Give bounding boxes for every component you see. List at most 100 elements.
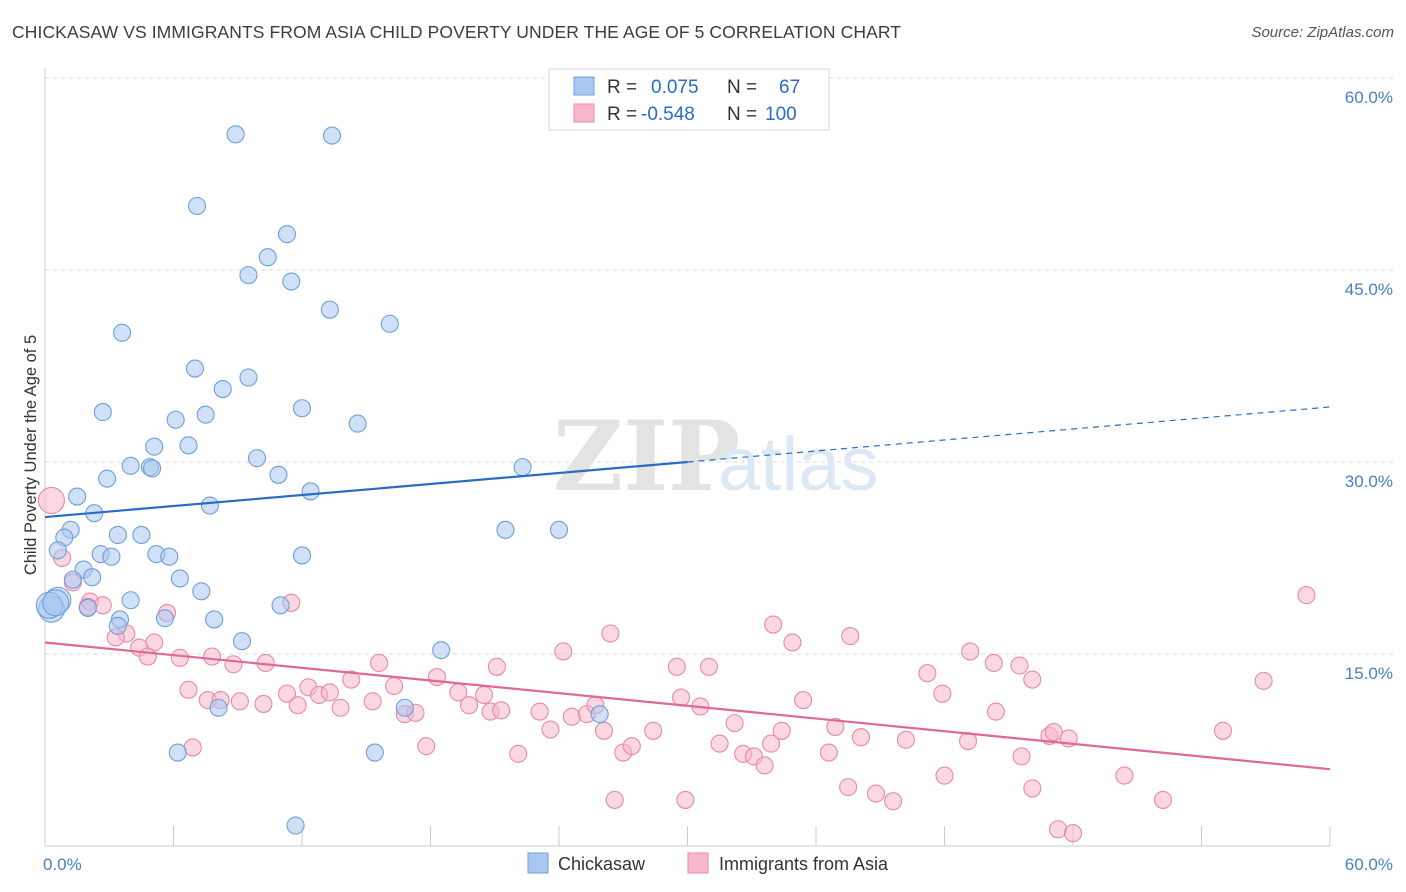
chickasaw-point	[590, 705, 609, 724]
chickasaw-point	[170, 569, 189, 588]
asia-point	[1115, 766, 1134, 785]
asia-point	[772, 721, 791, 740]
chickasaw-point	[282, 272, 301, 291]
chickasaw-point	[179, 436, 198, 455]
asia-point	[961, 642, 980, 661]
chickasaw-point	[78, 598, 97, 617]
asia-point	[1153, 790, 1172, 809]
series-legend: Chickasaw Immigrants from Asia	[527, 852, 889, 874]
axes	[44, 68, 1331, 847]
chickasaw-point	[196, 405, 215, 424]
asia-point	[896, 730, 916, 749]
asia-point	[254, 694, 273, 713]
asia-point	[866, 784, 886, 803]
chickasaw-point	[292, 399, 312, 418]
asia-point	[761, 734, 781, 753]
asia-point	[474, 685, 494, 705]
asia-point	[794, 691, 813, 710]
chickasaw-point	[63, 570, 82, 589]
asia-point	[224, 655, 243, 674]
legend-r-label-2: R =	[607, 104, 637, 125]
asia-point	[37, 486, 65, 514]
asia-point	[427, 667, 446, 687]
chickasaw-point	[121, 456, 140, 475]
chickasaw-point	[108, 525, 127, 545]
asia-point	[933, 684, 952, 703]
chickasaw-point	[226, 125, 245, 144]
asia-point	[667, 657, 686, 676]
legend-swatch-chickasaw	[573, 76, 595, 96]
asia-point	[841, 627, 860, 646]
chickasaw-point	[271, 596, 290, 615]
legend-n-label-1: N =	[727, 77, 757, 98]
chickasaw-point	[247, 449, 267, 468]
chickasaw-point	[113, 323, 132, 342]
chickasaw-point	[102, 547, 121, 566]
chickasaw-point	[432, 641, 451, 660]
asia-point	[1012, 747, 1031, 766]
chickasaw-point	[48, 541, 67, 560]
bottom-legend-swatch-asia	[687, 852, 709, 874]
asia-point	[562, 707, 581, 726]
chickasaw-point	[292, 546, 312, 565]
chickasaw-point	[188, 196, 207, 216]
chickasaw-point	[160, 547, 179, 566]
bottom-legend-label-chickasaw: Chickasaw	[558, 854, 646, 874]
asia-point	[783, 633, 802, 652]
asia-point	[331, 698, 350, 717]
legend-r-label-1: R =	[607, 77, 637, 98]
asia-point	[1063, 824, 1083, 843]
asia-point	[826, 717, 845, 737]
asia-point	[170, 648, 189, 667]
chickasaw-point	[320, 300, 339, 319]
chickasaw-point	[121, 591, 140, 610]
x-tick-label-min: 0.0%	[43, 855, 82, 874]
chickasaw-point	[200, 496, 219, 515]
asia-point	[984, 653, 1003, 673]
asia-point	[183, 738, 202, 757]
asia-point	[1044, 723, 1063, 742]
chickasaw-point	[348, 414, 367, 433]
asia-point	[230, 692, 249, 711]
asia-point	[755, 756, 774, 775]
legend-n-value-1: 67	[779, 77, 800, 98]
asia-point	[288, 696, 307, 715]
asia-point	[986, 702, 1005, 721]
chickasaw-point	[185, 359, 204, 378]
asia-point	[935, 766, 954, 785]
legend-r-value-1: 0.075	[651, 77, 699, 98]
asia-point	[839, 778, 858, 797]
chickasaw-point	[205, 610, 224, 629]
asia-point	[676, 790, 695, 809]
chickasaw-point	[513, 458, 532, 477]
asia-point	[1213, 721, 1232, 740]
source-note: Source: ZipAtlas.com	[1251, 24, 1394, 41]
watermark-zip: ZIP	[553, 400, 740, 513]
asia-point	[417, 737, 436, 756]
asia-point	[203, 647, 222, 666]
asia-point	[487, 657, 506, 676]
chickasaw-point	[549, 520, 569, 539]
chickasaw-point	[496, 520, 515, 539]
watermark: ZIP atlas	[553, 400, 879, 513]
chickasaw-point	[98, 469, 117, 488]
bottom-legend-label-asia: Immigrants from Asia	[719, 854, 889, 874]
series-chickasaw	[35, 125, 609, 835]
asia-point	[138, 647, 157, 666]
chickasaw-point	[239, 368, 258, 387]
asia-point	[1023, 670, 1042, 689]
chart-title: CHICKASAW VS IMMIGRANTS FROM ASIA CHILD …	[12, 22, 902, 42]
asia-point	[918, 664, 937, 683]
asia-point	[601, 624, 620, 643]
asia-point	[1048, 820, 1068, 839]
y-tick-label-15: 15.0%	[1345, 664, 1393, 683]
chickasaw-point	[155, 609, 174, 628]
asia-point	[320, 683, 339, 702]
y-tick-label-60: 60.0%	[1345, 88, 1393, 107]
asia-point	[851, 728, 871, 747]
watermark-atlas: atlas	[718, 422, 879, 507]
asia-point	[622, 737, 641, 756]
asia-point	[884, 792, 903, 811]
chickasaw-point	[365, 743, 384, 762]
asia-point	[1023, 779, 1042, 798]
